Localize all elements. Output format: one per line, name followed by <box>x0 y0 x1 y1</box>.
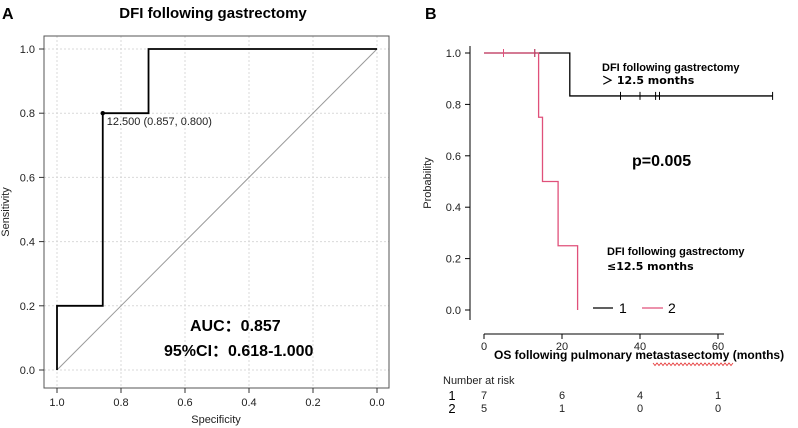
roc-cutoff-point <box>100 111 105 116</box>
km-panel: B 0.00.20.40.60.81.0 0 20 40 60 Probability… <box>422 6 784 416</box>
p-value-annotation: p=0.005 <box>632 153 691 170</box>
spellcheck-underline <box>652 362 734 367</box>
roc-reference-diagonal <box>56 48 378 371</box>
km-y-tick-label: 0.8 <box>446 99 461 111</box>
roc-y-axis-label: Sensitivity <box>0 187 12 237</box>
roc-y-tick-label: 0.4 <box>20 237 35 249</box>
group-2-label-line-2: ≤12.5 months <box>607 260 694 273</box>
risk-table-group-label: 2 <box>448 401 455 416</box>
km-x-tick-label: 0 <box>481 341 487 353</box>
km-censor-marks-group-2 <box>503 49 536 57</box>
roc-y-tick-label: 0.6 <box>20 172 35 184</box>
km-x-tick-label: 20 <box>556 341 568 353</box>
risk-table-group-label: 1 <box>448 388 455 403</box>
roc-y-axis-ticks: 0.0 0.2 0.4 0.6 0.8 1.0 <box>20 44 44 377</box>
legend-label-group-1: 1 <box>619 300 627 316</box>
roc-panel: A DFI following gastrectomy 12.500 (0.85… <box>0 5 390 426</box>
roc-x-axis-ticks: 1.0 0.8 0.6 0.4 0.2 0.0 <box>49 388 385 409</box>
risk-table-count: 4 <box>637 390 643 402</box>
roc-x-tick-label: 0.0 <box>369 397 384 409</box>
km-y-tick-label: 1.0 <box>446 48 461 60</box>
roc-grid <box>44 36 389 388</box>
km-x-axis-label-part-1: OS following pulmonary <box>494 348 635 362</box>
km-legend: 1 2 <box>593 300 676 316</box>
roc-y-tick-label: 1.0 <box>20 44 35 56</box>
km-x-tick-label: 40 <box>634 341 646 353</box>
risk-table-count: 0 <box>715 403 721 415</box>
roc-x-tick-label: 0.8 <box>113 397 128 409</box>
roc-y-tick-label: 0.2 <box>20 301 35 313</box>
ci-annotation: 95%CI：0.618-1.000 <box>164 343 314 360</box>
roc-y-tick-label: 0.8 <box>20 108 35 120</box>
risk-table-count: 5 <box>481 403 487 415</box>
panel-label-a: A <box>2 6 14 23</box>
risk-table-count: 7 <box>481 390 487 402</box>
km-x-axis-label-part-3: (months) <box>729 348 784 362</box>
km-x-axis-label: OS following pulmonary metastasectomy (m… <box>494 348 784 362</box>
risk-table-count: 6 <box>559 390 565 402</box>
km-y-tick-label: 0.4 <box>446 202 461 214</box>
risk-table: 1 7 6 4 12 5 1 0 0 <box>448 388 721 416</box>
roc-cutoff-label: 12.500 (0.857, 0.800) <box>107 116 212 128</box>
roc-x-tick-label: 0.2 <box>305 397 320 409</box>
risk-table-count: 1 <box>559 403 565 415</box>
roc-plot-frame <box>43 35 390 389</box>
roc-x-axis-label: Specificity <box>191 414 241 426</box>
panel-label-b: B <box>425 6 437 23</box>
roc-x-tick-label: 1.0 <box>49 397 64 409</box>
km-curve-group-2 <box>484 52 579 310</box>
km-y-axis-ticks: 0.0 0.2 0.4 0.6 0.8 1.0 <box>446 48 470 317</box>
km-x-axis-label-part-2: metastasectomy <box>635 348 729 362</box>
roc-x-tick-label: 0.6 <box>177 397 192 409</box>
group-1-label-line-1: DFI following gastrectomy <box>602 62 740 74</box>
km-x-axis-ticks: 0 20 40 60 <box>481 334 724 353</box>
group-2-label-line-1: DFI following gastrectomy <box>607 246 745 258</box>
km-y-axis-label: Probability <box>422 157 434 209</box>
km-y-tick-label: 0.2 <box>446 254 461 266</box>
km-y-tick-label: 0.6 <box>446 151 461 163</box>
roc-title: DFI following gastrectomy <box>119 5 307 22</box>
risk-table-count: 1 <box>715 390 721 402</box>
legend-label-group-2: 2 <box>668 300 676 316</box>
risk-table-count: 0 <box>637 403 643 415</box>
group-1-label-line-2: ＞ 12.5 months <box>602 74 695 87</box>
roc-y-tick-label: 0.0 <box>20 365 35 377</box>
auc-annotation: AUC：0.857 <box>190 318 281 335</box>
roc-x-tick-label: 0.4 <box>241 397 256 409</box>
km-x-tick-label: 60 <box>712 341 724 353</box>
km-y-tick-label: 0.0 <box>446 305 461 317</box>
km-censor-marks-group-1 <box>503 49 774 100</box>
risk-table-title: Number at risk <box>443 375 515 387</box>
